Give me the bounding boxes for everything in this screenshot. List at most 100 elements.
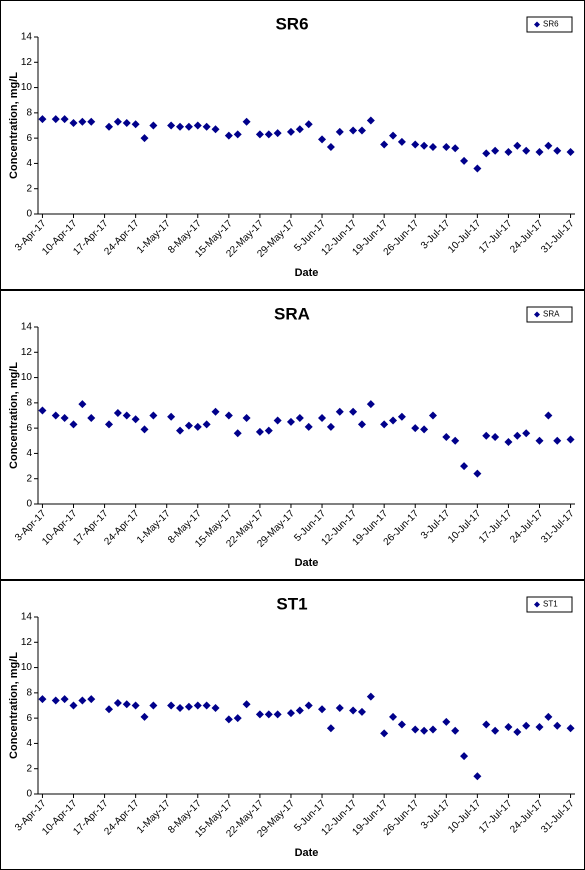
y-tick-label: 4 — [26, 448, 32, 459]
data-point — [202, 420, 211, 429]
data-point — [51, 696, 60, 705]
y-tick-label: 2 — [26, 763, 32, 774]
data-point — [295, 706, 304, 715]
data-point — [504, 438, 513, 447]
y-tick-label: 8 — [26, 687, 32, 698]
data-point — [335, 407, 344, 416]
data-point — [473, 164, 482, 173]
data-point — [176, 704, 185, 713]
data-point — [167, 412, 176, 421]
data-point — [349, 706, 358, 715]
data-point — [566, 724, 575, 733]
y-tick-label: 12 — [21, 347, 33, 358]
y-tick-label: 0 — [26, 209, 32, 220]
x-axis-title: Date — [295, 557, 319, 569]
data-point — [264, 130, 273, 139]
data-point — [264, 426, 273, 435]
data-point — [184, 421, 193, 430]
data-point — [460, 462, 469, 471]
data-point — [318, 414, 327, 423]
data-point — [51, 411, 60, 420]
data-point — [167, 121, 176, 130]
data-point — [193, 701, 202, 710]
y-tick-label: 6 — [26, 423, 32, 434]
y-tick-label: 0 — [26, 499, 32, 510]
data-point — [544, 141, 553, 150]
data-point — [428, 725, 437, 734]
y-tick-label: 14 — [21, 322, 33, 333]
data-point — [38, 115, 47, 124]
data-point — [522, 429, 531, 438]
data-point — [366, 400, 375, 409]
data-point — [87, 414, 96, 423]
data-point — [113, 408, 122, 417]
data-point — [357, 126, 366, 135]
y-axis-title: Concentration, mg/L — [8, 652, 20, 759]
legend-label: SRA — [543, 310, 560, 319]
data-point — [224, 411, 233, 420]
legend-box — [526, 16, 573, 33]
y-tick-label: 4 — [26, 738, 32, 749]
data-point — [366, 116, 375, 125]
data-point — [193, 422, 202, 431]
data-point — [60, 115, 69, 124]
data-point — [69, 118, 78, 127]
data-point — [304, 422, 313, 431]
y-tick-label: 4 — [26, 158, 32, 169]
data-point — [273, 710, 282, 719]
data-point — [304, 120, 313, 129]
data-point — [113, 117, 122, 126]
data-point — [60, 695, 69, 704]
y-tick-label: 14 — [21, 612, 33, 623]
data-point — [451, 436, 460, 445]
data-point — [286, 417, 295, 426]
data-point — [366, 692, 375, 701]
data-point — [149, 121, 158, 130]
data-point — [504, 722, 513, 731]
data-point — [397, 412, 406, 421]
data-point — [167, 701, 176, 710]
chart-title: ST1 — [276, 594, 307, 613]
data-point — [389, 712, 398, 721]
data-point — [566, 435, 575, 444]
data-point — [60, 414, 69, 423]
data-point — [113, 698, 122, 707]
data-point — [522, 146, 531, 155]
data-point — [482, 431, 491, 440]
data-point — [38, 406, 47, 415]
data-point — [264, 710, 273, 719]
data-point — [451, 726, 460, 735]
chart-title: SR6 — [275, 14, 308, 33]
data-point — [295, 125, 304, 134]
data-point — [131, 701, 140, 710]
x-axis-title: Date — [295, 847, 319, 859]
data-point — [504, 148, 513, 157]
data-point — [335, 704, 344, 713]
data-point — [553, 436, 562, 445]
data-point — [553, 721, 562, 730]
y-tick-label: 0 — [26, 789, 32, 800]
data-point — [442, 142, 451, 151]
data-point — [224, 715, 233, 724]
data-point — [349, 407, 358, 416]
data-point — [140, 712, 149, 721]
data-point — [202, 701, 211, 710]
data-point — [51, 115, 60, 124]
data-point — [326, 724, 335, 733]
data-point — [513, 431, 522, 440]
data-point — [460, 752, 469, 761]
data-point — [78, 400, 87, 409]
legend-marker — [534, 311, 540, 318]
data-point — [87, 695, 96, 704]
data-point — [295, 414, 304, 423]
x-tick-label: 31-Jul-17 — [539, 798, 577, 836]
data-point — [78, 117, 87, 126]
data-point — [535, 148, 544, 157]
data-point — [87, 117, 96, 126]
data-point — [326, 142, 335, 151]
x-axis-title: Date — [295, 267, 319, 279]
data-point — [513, 728, 522, 737]
data-point — [357, 420, 366, 429]
